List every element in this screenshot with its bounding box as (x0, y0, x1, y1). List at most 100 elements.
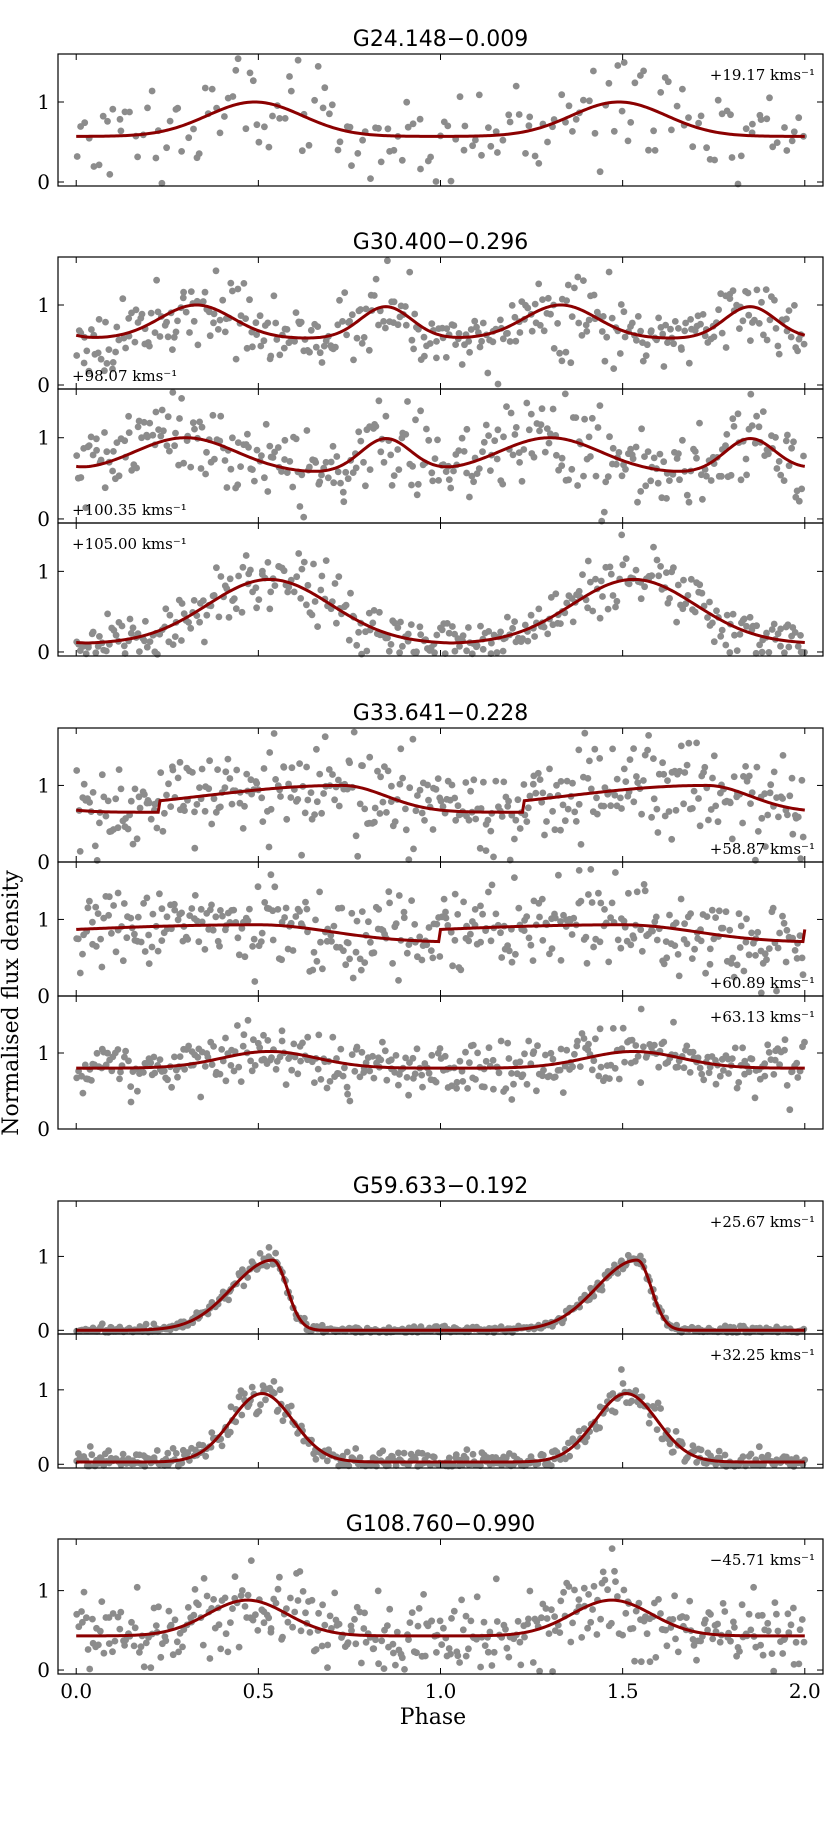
data-point (758, 298, 765, 306)
data-point (697, 937, 705, 945)
data-point (540, 327, 548, 335)
data-point (625, 580, 633, 588)
data-point (542, 1051, 549, 1059)
data-point (609, 745, 616, 753)
data-point (523, 913, 531, 920)
data-point (737, 476, 745, 484)
data-point (296, 503, 304, 510)
data-point (258, 452, 265, 459)
data-point (95, 1641, 102, 1649)
data-point (278, 1027, 286, 1035)
data-point (326, 1612, 334, 1620)
data-point (346, 759, 353, 767)
data-point (377, 448, 385, 456)
data-point (457, 966, 465, 974)
data-point (123, 934, 131, 942)
data-point (672, 1635, 679, 1643)
data-point (137, 1643, 145, 1651)
data-point (675, 972, 683, 980)
data-point (664, 339, 671, 346)
data-point (523, 399, 531, 407)
data-point (595, 889, 602, 897)
data-point (663, 1642, 671, 1650)
data-point (424, 1452, 431, 1459)
data-point (524, 304, 532, 312)
data-point (241, 953, 249, 961)
data-point (714, 818, 722, 826)
data-point (231, 1048, 239, 1056)
data-point (674, 1648, 682, 1656)
data-point (526, 1587, 534, 1595)
data-point (560, 1588, 567, 1596)
data-point (357, 966, 365, 974)
data-point (666, 911, 673, 919)
data-point (262, 420, 270, 428)
data-point (73, 153, 81, 160)
data-point (314, 63, 322, 70)
data-point (800, 452, 807, 460)
data-point (441, 650, 449, 657)
data-point (708, 906, 716, 914)
data-point (722, 442, 729, 450)
data-point (121, 650, 129, 657)
data-point (87, 433, 95, 441)
data-point (592, 1035, 599, 1043)
model-curve (76, 436, 806, 473)
data-point (321, 84, 329, 92)
data-point (385, 647, 393, 655)
data-point (762, 286, 770, 293)
data-point (124, 825, 132, 833)
data-point (614, 62, 622, 69)
data-point (212, 913, 220, 921)
data-point (395, 1081, 402, 1089)
data-point (195, 938, 203, 946)
data-point (511, 431, 519, 438)
data-point (755, 423, 763, 431)
data-point (439, 803, 447, 810)
data-point (334, 321, 342, 329)
data-point (419, 1083, 426, 1091)
data-point (352, 464, 360, 472)
data-point (761, 1072, 769, 1080)
data-point (400, 1449, 408, 1457)
data-point (693, 454, 700, 462)
data-point (395, 977, 402, 984)
data-point (164, 1449, 172, 1457)
data-point (269, 936, 277, 944)
data-point (387, 641, 395, 648)
data-point (231, 1573, 239, 1580)
data-point (707, 477, 715, 484)
data-point (325, 766, 333, 773)
data-point (531, 152, 539, 160)
data-point (543, 425, 551, 432)
data-point (196, 418, 204, 426)
data-point (338, 904, 346, 912)
data-point (459, 1626, 467, 1634)
data-point (504, 942, 511, 949)
data-point (689, 1048, 697, 1056)
data-point (520, 927, 528, 934)
data-point (574, 482, 581, 489)
data-point (485, 888, 492, 896)
data-point (356, 800, 364, 808)
data-point (271, 448, 278, 456)
data-point (95, 161, 103, 169)
data-point (256, 1250, 264, 1257)
data-point (508, 1096, 516, 1103)
data-point (604, 1586, 611, 1594)
data-point (604, 473, 612, 480)
data-point (645, 146, 652, 154)
data-point (375, 906, 383, 913)
data-point (290, 588, 298, 596)
data-point (267, 588, 275, 596)
x-tick-label: 0.5 (242, 1679, 274, 1703)
data-point (376, 810, 384, 817)
data-point (343, 331, 350, 339)
data-point (267, 871, 275, 879)
data-point (745, 311, 753, 319)
data-point (794, 1074, 802, 1081)
data-point (717, 632, 725, 640)
data-point (609, 444, 617, 452)
data-point (740, 967, 748, 975)
data-point (497, 929, 504, 937)
